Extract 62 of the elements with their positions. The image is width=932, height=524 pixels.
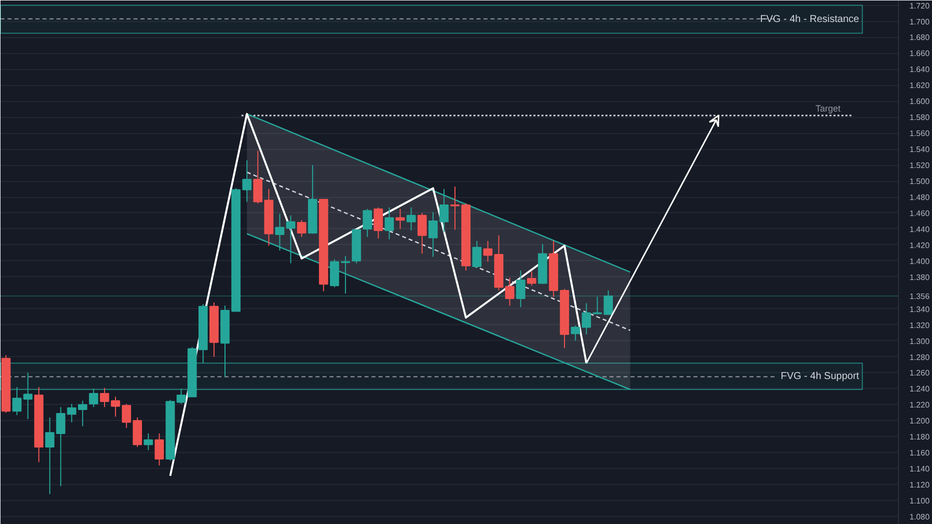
candlestick bbox=[340, 256, 350, 294]
candlestick bbox=[527, 270, 536, 286]
y-tick-label: 1.460 bbox=[910, 208, 930, 218]
y-tick-label: 1.720 bbox=[910, 1, 930, 10]
candlestick bbox=[418, 212, 427, 254]
candlestick bbox=[570, 325, 580, 342]
y-tick-label: 1.400 bbox=[910, 256, 930, 266]
candlestick bbox=[297, 220, 306, 238]
y-tick-label: 1.260 bbox=[910, 368, 930, 378]
y-tick-label: 1.220 bbox=[910, 400, 930, 410]
candlestick bbox=[450, 186, 460, 230]
y-tick-label: 1.660 bbox=[910, 49, 930, 58]
y-tick-label: 1.640 bbox=[910, 65, 930, 74]
candlestick bbox=[110, 396, 120, 418]
candlestick bbox=[88, 388, 98, 408]
candlestick bbox=[12, 386, 22, 416]
candlestick bbox=[396, 208, 405, 230]
y-tick-label: 1.480 bbox=[910, 193, 930, 202]
y-tick-label: 1.680 bbox=[910, 33, 930, 42]
y-tick-label: 1.500 bbox=[910, 177, 930, 186]
y-tick-label: 1.380 bbox=[910, 272, 930, 282]
candlestick bbox=[516, 270, 526, 308]
y-tick-label: 1.420 bbox=[910, 240, 930, 250]
y-tick-label: 1.100 bbox=[910, 496, 930, 506]
ref-line-label: Target bbox=[815, 104, 841, 114]
y-tick-label: 1.440 bbox=[910, 224, 930, 234]
candlestick bbox=[374, 206, 383, 240]
y-tick-label: 1.180 bbox=[910, 432, 930, 442]
y-tick-label: 1.580 bbox=[910, 113, 930, 122]
candlestick bbox=[132, 416, 142, 448]
ref-line-label: 1.356 bbox=[910, 292, 930, 302]
candlestick bbox=[122, 403, 132, 428]
candlestick bbox=[384, 206, 394, 240]
y-tick-label: 1.240 bbox=[910, 384, 930, 394]
y-tick-label: 1.340 bbox=[910, 304, 930, 314]
y-tick-label: 1.620 bbox=[910, 81, 930, 90]
candlestick bbox=[242, 160, 252, 202]
band-label: FVG - 4h - Resistance bbox=[760, 14, 860, 25]
candlestick bbox=[154, 432, 164, 466]
y-tick-label: 1.540 bbox=[910, 145, 930, 154]
band-label: FVG - 4h Support bbox=[780, 370, 860, 382]
y-tick-label: 1.080 bbox=[910, 512, 930, 522]
y-tick-label: 1.280 bbox=[910, 352, 930, 362]
y-tick-label: 1.200 bbox=[910, 416, 930, 426]
y-tick-label: 1.300 bbox=[910, 336, 930, 346]
y-tick-label: 1.520 bbox=[910, 161, 930, 170]
y-tick-label: 1.160 bbox=[910, 448, 930, 458]
y-tick-label: 1.140 bbox=[910, 464, 930, 474]
candlestick bbox=[439, 188, 449, 233]
candlestick bbox=[428, 212, 438, 258]
y-tick-label: 1.560 bbox=[910, 129, 930, 138]
candlestick bbox=[330, 258, 340, 288]
candlestick bbox=[144, 432, 153, 451]
y-tick-label: 1.600 bbox=[910, 97, 930, 106]
candlestick bbox=[472, 240, 482, 269]
y-tick-label: 1.320 bbox=[910, 320, 930, 330]
candlestick bbox=[100, 387, 110, 408]
candlestick bbox=[362, 208, 372, 238]
candlestick bbox=[406, 206, 416, 232]
y-tick-label: 1.120 bbox=[910, 480, 930, 490]
candlestick bbox=[23, 372, 32, 420]
y-tick-label: 1.700 bbox=[910, 17, 930, 26]
